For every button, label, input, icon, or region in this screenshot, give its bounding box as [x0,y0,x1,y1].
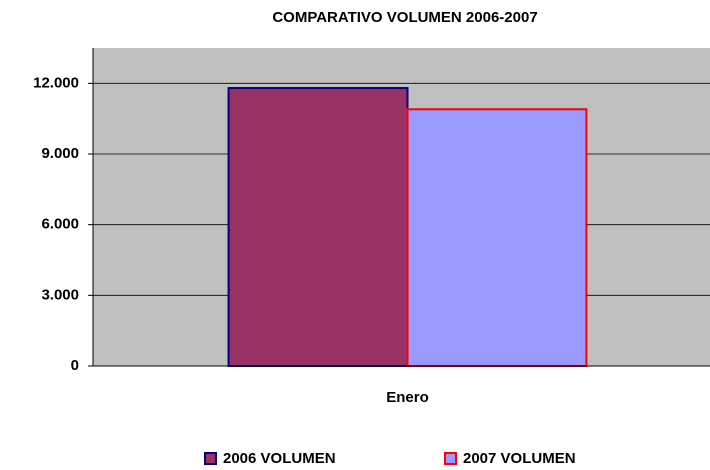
x-tick-label: Enero [386,389,429,406]
bar [406,108,588,367]
legend-label: 2006 VOLUMEN [223,450,336,467]
legend-swatch [204,452,217,465]
chart-title: COMPARATIVO VOLUMEN 2006-2007 [272,9,537,26]
y-tick-label: 12.000 [33,74,79,91]
legend-label: 2007 VOLUMEN [463,450,576,467]
y-tick-label: 6.000 [41,216,79,233]
y-tick-label: 3.000 [41,286,79,303]
bar [227,87,409,368]
y-tick-label: 0 [71,357,79,374]
y-tick-label: 9.000 [41,145,79,162]
legend-swatch [444,452,457,465]
